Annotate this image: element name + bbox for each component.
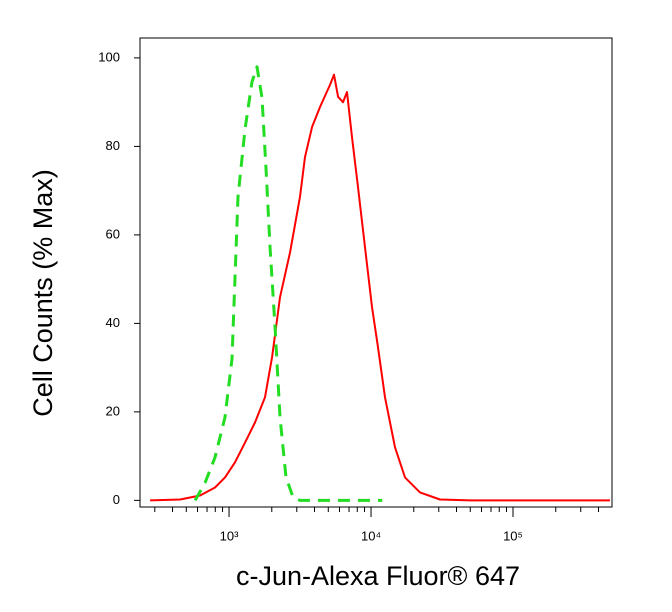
y-tick-label: 60 (106, 226, 120, 241)
series-line (150, 73, 610, 502)
y-tick-label: 40 (106, 315, 120, 330)
y-tick-label: 20 (106, 403, 120, 418)
x-axis-title: c-Jun-Alexa Fluor® 647 (236, 561, 520, 591)
y-tick-label: 100 (98, 49, 120, 64)
x-tick-label: 10⁴ (361, 528, 381, 543)
series-line (193, 65, 383, 502)
y-tick-label: 80 (106, 138, 120, 153)
y-tick-label: 0 (113, 492, 120, 507)
x-tick-label: 10³ (220, 528, 239, 543)
y-axis-title: Cell Counts (% Max) (28, 169, 58, 417)
x-tick-label: 10⁵ (503, 528, 523, 543)
plot-frame (139, 37, 613, 508)
